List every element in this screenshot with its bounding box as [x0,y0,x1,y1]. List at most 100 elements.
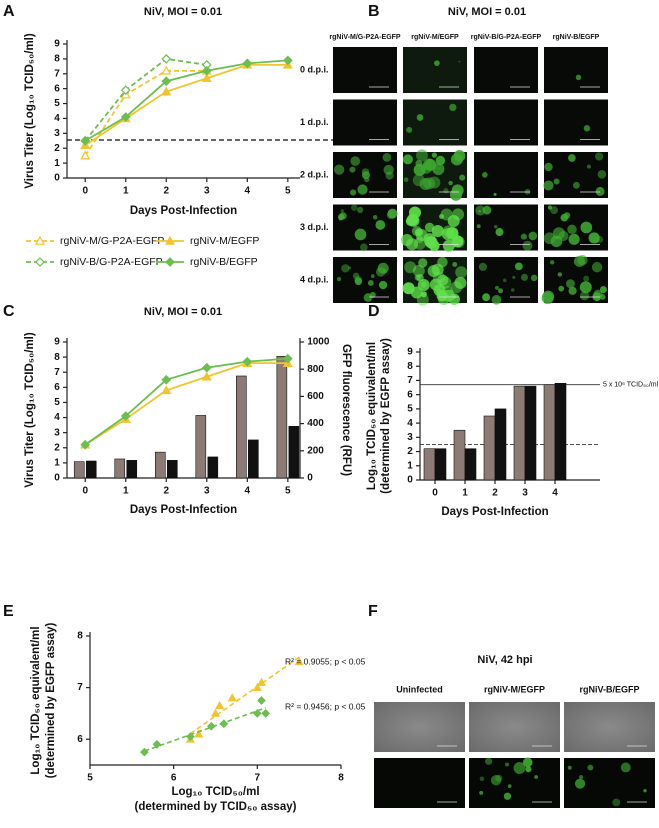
marker [219,719,229,729]
fluorescent-cell [504,762,510,767]
marker [201,371,212,381]
column-header: rgNiV-M/EGFP [484,684,545,694]
fluorescent-cell [599,294,606,300]
panel-letter: C [3,303,15,320]
row-label: 1 d.p.i. [300,117,329,127]
bar [207,456,219,479]
fluorescent-cell [580,221,593,234]
bar [483,415,496,481]
fluorescent-cell [406,238,419,251]
fluorescent-cell [550,235,563,248]
x-axis-label: Days Post-Infection [130,205,237,217]
fluorescent-cell [434,60,440,67]
micrograph [469,702,560,752]
series-line [84,357,288,446]
y-tick-label: 9 [407,347,413,358]
fluorescent-cell [354,228,367,241]
fluorescent-cell [592,292,602,302]
bar [114,458,126,479]
fluorescent-cell [620,762,631,773]
y2-axis-label: GFP fluorescence (RFU) [340,344,352,476]
y-tick-label: 7 [77,682,83,693]
fluorescent-cell [350,156,361,166]
micrograph [403,99,467,146]
y2-tick-label: 600 [307,391,324,402]
fluorescent-cell [441,285,454,298]
fluorescent-cell [498,288,504,294]
y-axis-label: (determined by EGFP assay) [45,622,57,778]
fluorescent-cell [588,232,600,244]
fluorescent-cell [454,276,467,289]
x-tick-label: 4 [245,186,251,197]
bar [236,375,247,479]
series-line [84,362,288,446]
fluorescent-cell [369,291,376,298]
fluorescent-cell [579,281,592,294]
fluorescent-cell [511,288,515,292]
micrograph [564,702,655,752]
legend-label: rgNiV-B/EGFP [190,256,258,268]
fluorescent-cell [599,286,607,294]
fluorescent-cell [427,265,440,278]
column-header: Uninfected [396,684,443,694]
bar [126,460,138,479]
fluorescent-cell [378,280,388,290]
y-axis-label: (determined by EGFP assay) [380,338,392,494]
fluorescent-cell [338,213,345,221]
y-tick-label: 8 [77,631,83,642]
y-tick-label: 4 [54,113,60,124]
fluorescent-cell [404,261,417,274]
fluorescent-cell [406,126,413,133]
marker [120,85,131,96]
bar [543,384,556,481]
fluorescent-cell [423,158,436,171]
fluorescent-cell [580,291,590,301]
y-tick-label: 1 [54,458,60,469]
fluorescent-cell [583,275,590,282]
marker [210,708,221,717]
fluorescent-cell [449,188,462,201]
marker [201,73,212,83]
y-tick-label: 2 [54,143,60,154]
fluorescent-cell [336,276,342,282]
fluorescent-cell [442,225,455,238]
y2-tick-label: 1000 [307,337,330,348]
marker [161,54,172,64]
fluorescent-cell [361,171,370,180]
marker [140,747,149,757]
fluorescent-cell [435,155,446,166]
x-tick-label: 2 [163,186,169,197]
marker [80,439,91,450]
y-tick-label: 9 [54,39,60,50]
bar [154,451,166,479]
fluorescent-cell [352,272,360,280]
fluorescent-cell [612,798,621,807]
y-tick-label: 6 [54,382,60,393]
bar [524,385,537,481]
legend-label: rgNiV-B/G-P2A-EGFP [60,256,163,268]
annotation: R² = 0.9055; p < 0.05 [285,656,366,666]
marker [120,411,131,421]
y-tick-label: 8 [54,352,60,363]
x-tick-label: 4 [552,488,558,499]
column-header: rgNiV-B/EGFP [579,684,639,694]
fluorescent-cell [402,282,415,295]
fluorescent-cell [484,757,493,765]
y2-tick-label: 200 [307,445,324,456]
fluorescent-cell [512,275,516,279]
bar [85,460,97,479]
fluorescent-cell [574,778,586,789]
fluorescent-cell [557,272,563,277]
y2-tick-label: 800 [307,364,324,375]
y-tick-label: 3 [54,128,60,139]
fluorescent-cell [568,154,576,162]
fluorescent-cell [455,266,468,279]
trend-line [189,656,300,735]
bar [554,382,567,481]
y-tick-label: 6 [54,83,60,94]
x-tick-label: 8 [338,773,344,784]
fluorescent-cell [491,294,502,305]
marker [194,729,204,738]
panel-letter: A [3,3,15,20]
fluorescent-cell [357,184,368,195]
